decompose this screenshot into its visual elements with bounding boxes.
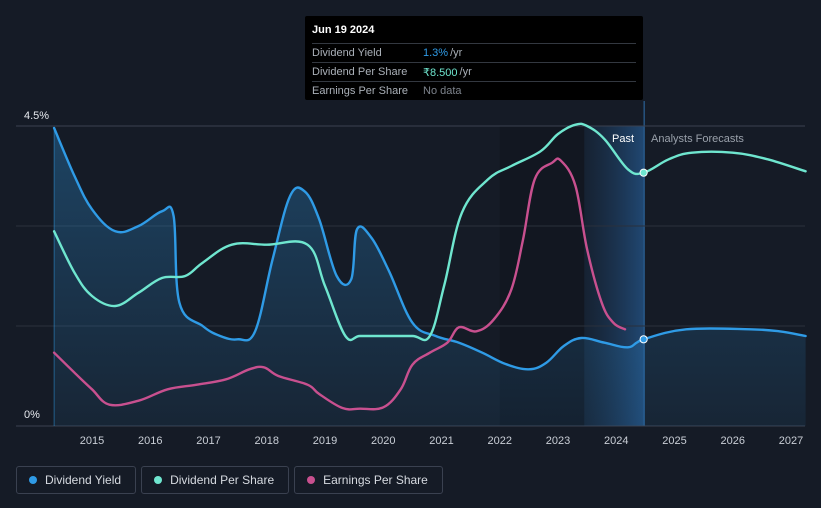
x-tick-label: 2018 bbox=[255, 435, 279, 447]
earnings-per-share-line bbox=[52, 157, 627, 411]
legend-item-dividend-yield[interactable]: Dividend Yield bbox=[16, 466, 137, 494]
tooltip-label: Earnings Per Share bbox=[312, 85, 408, 97]
legend-dot-icon bbox=[154, 476, 163, 484]
tooltip-value: ₹8.500 bbox=[423, 66, 458, 79]
x-tick-label: 2020 bbox=[371, 435, 395, 447]
chart-tooltip: Jun 19 2024 Dividend Yield 1.3% /yr Divi… bbox=[305, 16, 643, 100]
tooltip-label: Dividend Per Share bbox=[312, 66, 408, 78]
tooltip-row-dividend-per-share: Dividend Per Share ₹8.500 /yr bbox=[312, 62, 636, 81]
dividend-per-share-marker bbox=[639, 168, 648, 177]
chart-legend: Dividend Yield Dividend Per Share Earnin… bbox=[16, 466, 443, 494]
dividend-per-share-line bbox=[52, 122, 807, 342]
dividend-yield-area bbox=[54, 128, 806, 426]
x-tick-label: 2019 bbox=[313, 435, 337, 447]
x-tick-label: 2022 bbox=[488, 435, 512, 447]
past-label: Past bbox=[612, 133, 634, 145]
forecast-label: Analysts Forecasts bbox=[651, 133, 744, 145]
legend-item-earnings-per-share[interactable]: Earnings Per Share bbox=[294, 466, 443, 494]
tooltip-value: No data bbox=[423, 85, 462, 97]
legend-label: Dividend Yield bbox=[45, 473, 122, 487]
x-tick-label: 2027 bbox=[779, 435, 803, 447]
x-tick-label: 2015 bbox=[80, 435, 104, 447]
today-divider-line bbox=[643, 101, 645, 426]
legend-dot-icon bbox=[307, 476, 316, 484]
y-axis-min-label: 0% bbox=[24, 409, 40, 421]
dividend-yield-line bbox=[52, 126, 807, 371]
tooltip-value: 1.3% bbox=[423, 47, 449, 59]
tooltip-unit: /yr bbox=[459, 66, 472, 78]
legend-label: Earnings Per Share bbox=[323, 473, 428, 487]
x-tick-label: 2021 bbox=[429, 435, 453, 447]
y-axis-max-label: 4.5% bbox=[24, 110, 49, 122]
legend-label: Dividend Per Share bbox=[170, 473, 275, 487]
x-tick-label: 2026 bbox=[721, 435, 745, 447]
tooltip-date: Jun 19 2024 bbox=[312, 24, 375, 36]
x-tick-label: 2024 bbox=[604, 435, 628, 447]
tooltip-row-earnings-per-share: Earnings Per Share No data bbox=[312, 81, 636, 100]
x-tick-label: 2017 bbox=[196, 435, 220, 447]
x-tick-label: 2016 bbox=[138, 435, 162, 447]
tooltip-label: Dividend Yield bbox=[312, 47, 382, 59]
legend-dot-icon bbox=[29, 476, 37, 484]
tooltip-unit: /yr bbox=[450, 47, 463, 59]
x-tick-label: 2023 bbox=[546, 435, 570, 447]
x-tick-label: 2025 bbox=[662, 435, 686, 447]
tooltip-row-dividend-yield: Dividend Yield 1.3% /yr bbox=[312, 43, 636, 62]
dividend-yield-marker bbox=[639, 335, 648, 344]
legend-item-dividend-per-share[interactable]: Dividend Per Share bbox=[141, 466, 290, 494]
